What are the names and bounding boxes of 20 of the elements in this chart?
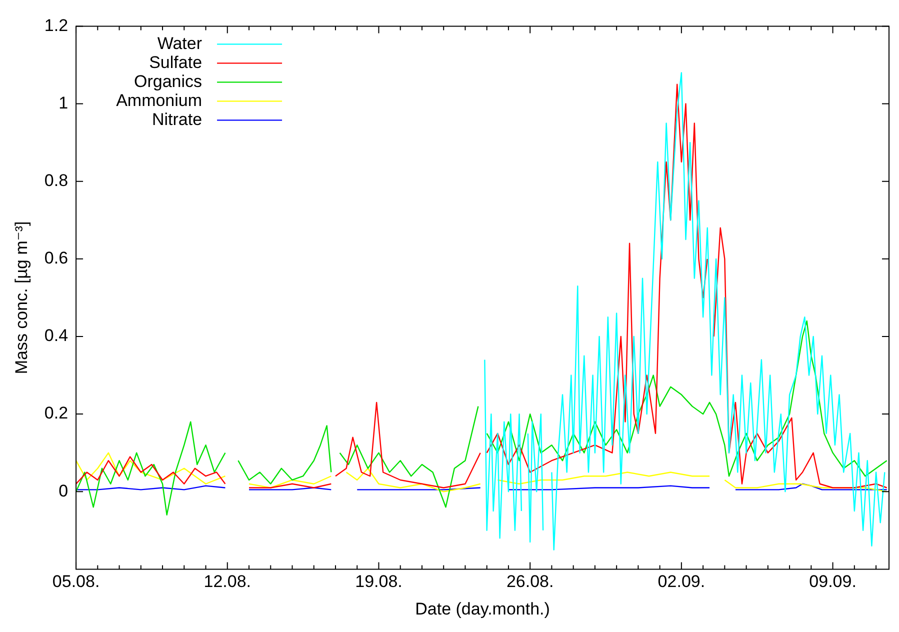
y-tick-label: 0.8	[44, 171, 68, 190]
legend-label: Ammonium	[116, 90, 202, 110]
legend-label: Water	[157, 34, 202, 53]
x-axis-title: Date (day.month.)	[415, 599, 550, 618]
y-tick-label: 1.2	[44, 16, 68, 35]
x-tick-label: 09.09.	[809, 572, 856, 592]
x-tick-label: 02.09.	[658, 572, 706, 592]
y-tick-label: 0	[58, 481, 68, 500]
x-tick-label: 19.08.	[355, 572, 402, 592]
legend-label: Organics	[134, 72, 202, 91]
y-axis-title: Mass conc. [µg m⁻³]	[12, 221, 31, 374]
legend-label: Nitrate	[152, 110, 202, 129]
y-tick-label: 0.6	[44, 248, 68, 268]
x-tick-label: 12.08.	[204, 572, 252, 592]
legend-label: Sulfate	[149, 52, 202, 72]
y-tick-label: 0.2	[44, 404, 68, 423]
y-tick-label: 1	[58, 93, 68, 112]
x-tick-label: 05.08.	[52, 572, 100, 592]
x-tick-label: 26.08.	[506, 572, 554, 592]
y-tick-label: 0.4	[44, 326, 68, 346]
